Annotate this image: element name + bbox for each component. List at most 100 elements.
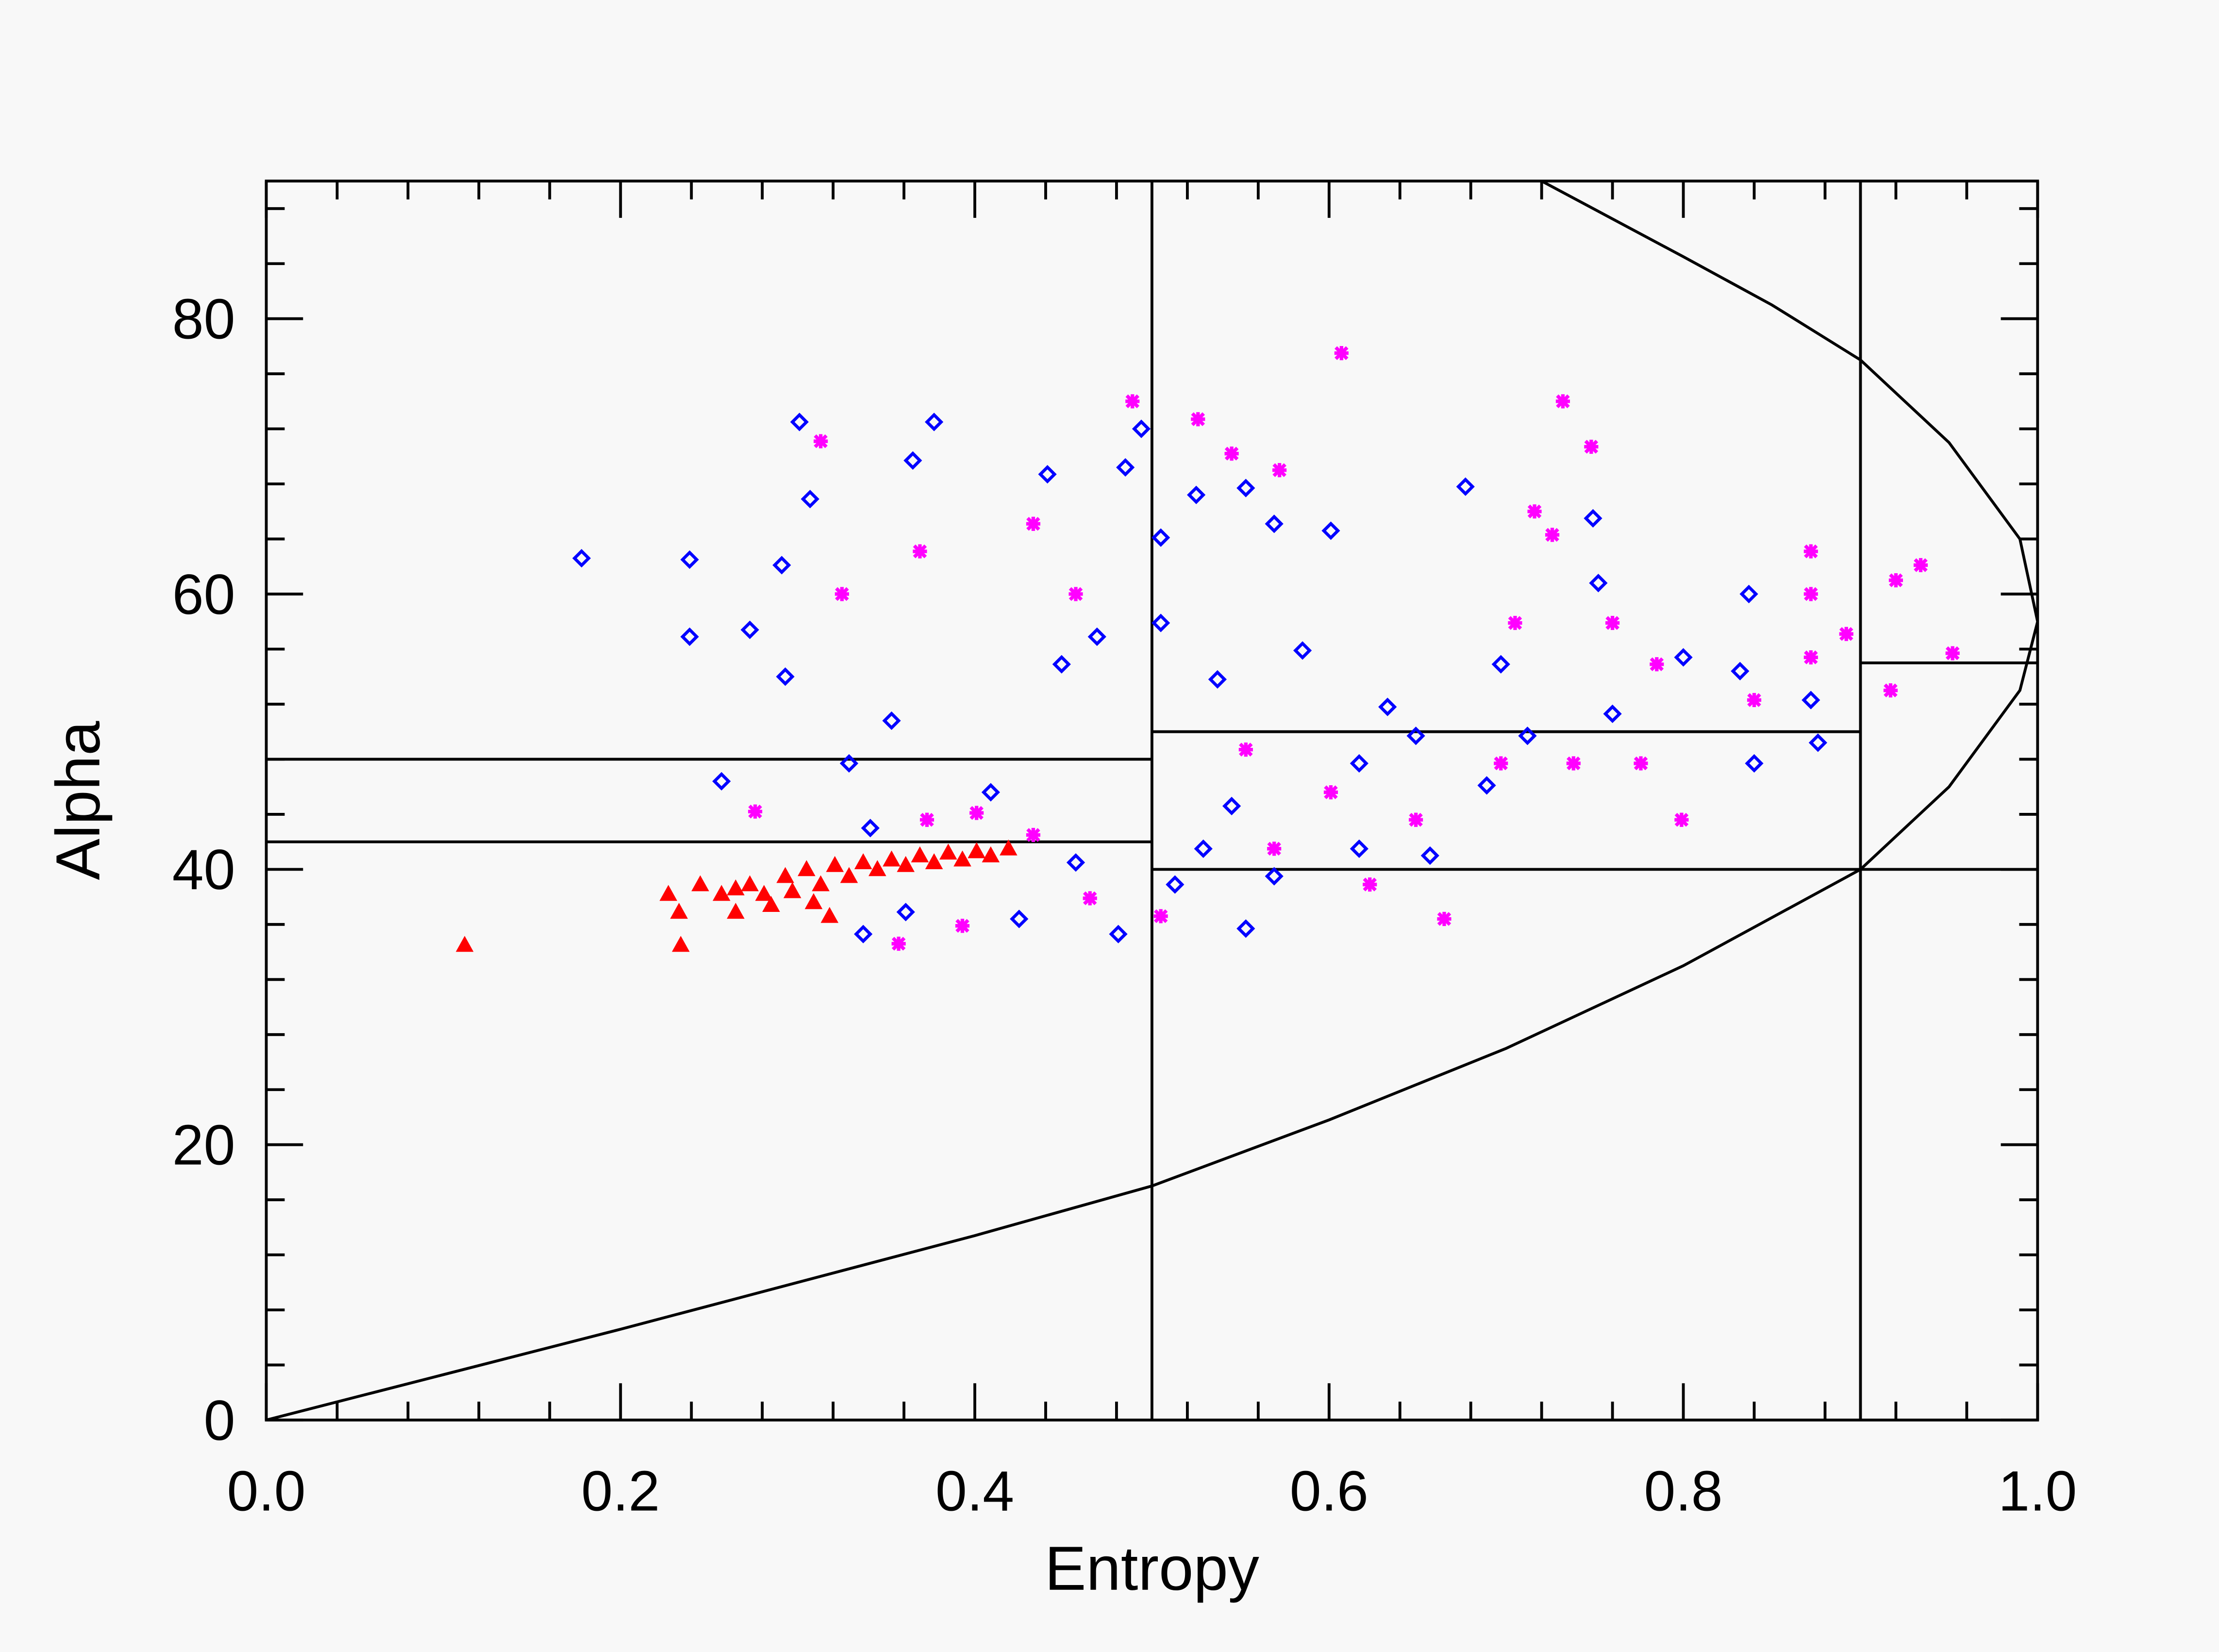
point — [1603, 704, 1622, 723]
point — [1208, 670, 1227, 689]
point — [1153, 909, 1168, 924]
point — [1634, 756, 1648, 771]
point — [1731, 661, 1750, 681]
point — [1406, 727, 1425, 745]
point — [741, 875, 759, 892]
point — [1052, 655, 1071, 674]
y-axis-title: Alpha — [44, 721, 113, 880]
point — [1545, 528, 1560, 542]
point — [913, 544, 927, 559]
point — [1555, 394, 1570, 409]
point — [1083, 891, 1097, 906]
point — [1363, 877, 1377, 892]
point — [1166, 875, 1185, 894]
point — [1265, 867, 1284, 886]
point — [1420, 846, 1439, 865]
point — [1068, 587, 1083, 601]
point — [1222, 796, 1241, 815]
point — [868, 860, 886, 876]
point — [1194, 839, 1213, 858]
point — [968, 842, 985, 859]
point — [680, 627, 699, 646]
x-tick-label: 0.2 — [581, 1459, 660, 1523]
point — [1527, 504, 1542, 519]
x-tick-label: 0.4 — [935, 1459, 1014, 1523]
point — [969, 806, 984, 820]
point — [1334, 346, 1349, 361]
point — [1803, 650, 1818, 665]
point — [712, 772, 731, 791]
point — [790, 413, 809, 431]
point — [814, 434, 828, 448]
point — [1191, 412, 1205, 427]
plot-frame — [265, 180, 2039, 1421]
point — [798, 860, 816, 876]
point — [1236, 919, 1255, 938]
point — [670, 903, 688, 919]
point — [1087, 627, 1106, 646]
point — [776, 667, 795, 686]
point — [955, 919, 970, 933]
point — [1808, 733, 1827, 752]
x-tick-label: 0.6 — [1290, 1459, 1368, 1523]
point — [953, 850, 971, 867]
point — [925, 853, 943, 870]
point — [1038, 465, 1057, 484]
point — [925, 413, 944, 431]
point — [1066, 853, 1085, 872]
point — [1187, 485, 1206, 504]
point — [691, 875, 709, 892]
point — [1151, 528, 1170, 547]
point — [883, 850, 901, 867]
point — [854, 853, 872, 870]
point — [1010, 909, 1029, 928]
point — [1674, 648, 1693, 667]
x-axis-title: Entropy — [1045, 1534, 1259, 1603]
point — [1674, 812, 1689, 827]
point — [1236, 479, 1255, 497]
point — [680, 550, 699, 569]
x-tick-label: 0.0 — [227, 1459, 306, 1523]
point — [801, 490, 819, 509]
point — [1350, 839, 1368, 858]
point — [981, 783, 1000, 802]
point — [1456, 477, 1475, 496]
point — [1132, 419, 1151, 438]
point — [1584, 439, 1599, 454]
point — [1745, 754, 1764, 773]
point — [1265, 514, 1284, 533]
point — [1272, 463, 1287, 478]
point — [712, 885, 731, 901]
point — [1026, 516, 1041, 531]
point — [1883, 683, 1898, 698]
point — [748, 804, 763, 819]
point — [1293, 641, 1312, 660]
x-tick-label: 1.0 — [1998, 1459, 2077, 1523]
point — [1378, 697, 1397, 716]
y-tick-label: 80 — [172, 287, 235, 351]
point — [826, 856, 844, 872]
point — [882, 711, 901, 730]
point — [939, 843, 957, 860]
point — [659, 885, 678, 901]
point — [1125, 394, 1140, 409]
point — [776, 867, 794, 883]
point — [834, 587, 849, 601]
boundary-curve — [266, 181, 2038, 1421]
point — [1589, 574, 1608, 593]
point — [1518, 727, 1537, 745]
point — [727, 903, 745, 919]
point — [1650, 657, 1664, 672]
point — [1224, 446, 1239, 461]
point — [1350, 754, 1368, 773]
x-tick-label: 0.8 — [1644, 1459, 1723, 1523]
point — [1109, 925, 1128, 943]
point — [1739, 584, 1758, 604]
point — [839, 754, 859, 773]
point — [1839, 627, 1853, 641]
point — [1888, 573, 1903, 588]
point — [1267, 842, 1282, 856]
point — [1945, 646, 1960, 661]
point — [1494, 756, 1508, 771]
